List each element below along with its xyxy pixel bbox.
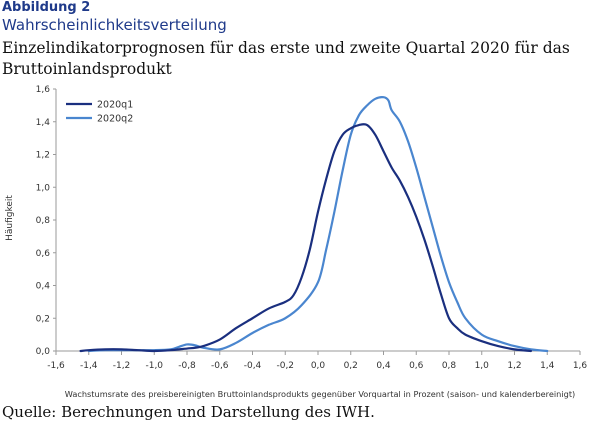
x-tick-label: 0,2 [344, 361, 358, 371]
x-tick-label: 1,6 [573, 361, 588, 371]
y-tick-label: 1,4 [36, 118, 51, 128]
y-axis-label: Häufigkeit [5, 195, 15, 241]
x-tick-label: -1,0 [145, 361, 163, 371]
x-tick-label: -0,8 [178, 361, 196, 371]
x-tick-label: 1,4 [540, 361, 555, 371]
legend-label: 2020q1 [97, 100, 133, 111]
x-tick-label: 1,2 [507, 361, 521, 371]
x-tick-label: -0,2 [276, 361, 294, 371]
figure-title: Wahrscheinlichkeitsverteilung [2, 16, 227, 34]
y-tick-label: 1,6 [36, 85, 51, 95]
y-tick-label: 0,8 [36, 216, 51, 226]
chart-series [79, 96, 549, 353]
x-tick-label: 0,0 [311, 361, 326, 371]
y-tick-label: 0,4 [36, 282, 51, 292]
figure-label: Abbildung 2 [2, 0, 91, 15]
x-tick-label: 1,0 [475, 361, 490, 371]
y-tick-label: 0,0 [36, 347, 51, 357]
x-axis-label: Wachstumsrate des preisbereinigten Brutt… [65, 389, 576, 399]
y-tick-label: 0,2 [36, 314, 50, 324]
y-tick-label: 0,6 [36, 249, 51, 259]
x-tick-label: -0,4 [244, 361, 262, 371]
y-tick-label: 1,0 [36, 183, 51, 193]
x-tick-label: 0,8 [442, 361, 457, 371]
chart-legend: 2020q1 2020q2 [66, 100, 133, 125]
figure-subtitle: Einzelindikatorprognosen für das erste u… [2, 39, 570, 78]
y-tick-label: 1,2 [36, 151, 50, 161]
series-line-2020q1 [79, 123, 532, 353]
x-tick-label: -1,2 [113, 361, 131, 371]
legend-label: 2020q2 [97, 114, 133, 125]
x-tick-label: -1,4 [80, 361, 98, 371]
source-note: Quelle: Berechnungen und Darstellung des… [2, 403, 375, 421]
chart-axes: 0,0 0,2 0,4 0,6 0,8 1,0 1,2 1,4 1,6 -1,6 -1,4 -1,2 -… [36, 85, 588, 371]
series-line-2020q2 [87, 96, 549, 353]
x-tick-label: -1,6 [47, 361, 65, 371]
x-tick-label: -0,6 [211, 361, 229, 371]
x-tick-label: 0,4 [376, 361, 391, 371]
x-tick-label: 0,6 [409, 361, 424, 371]
